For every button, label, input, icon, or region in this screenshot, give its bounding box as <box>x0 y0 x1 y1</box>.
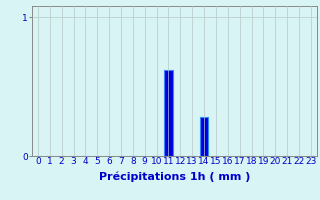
X-axis label: Précipitations 1h ( mm ): Précipitations 1h ( mm ) <box>99 172 250 182</box>
Bar <box>164 70 172 156</box>
Bar <box>200 117 208 156</box>
